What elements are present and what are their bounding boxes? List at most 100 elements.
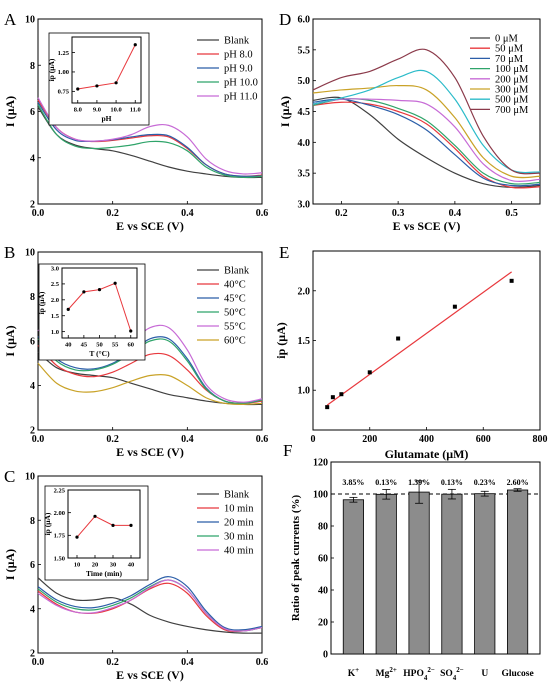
y-tick-label: 3.0 [51, 265, 59, 272]
y-tick-label: 2 [30, 426, 35, 437]
y-axis-label: I (μA) [3, 549, 17, 580]
bar [375, 493, 397, 655]
legend-entry: 45°C [224, 294, 246, 305]
panel-A: 0.0 0.2 0.4 0.6 2 4 6 8 10 E vs SCE (V) I (μA) Blan… [3, 10, 268, 233]
inset-frame [38, 263, 146, 361]
legend-entry: 60°C [224, 336, 246, 347]
x-tick-label: 0.4 [181, 434, 194, 445]
y-tick-label: 8 [30, 516, 35, 527]
x-axis-label: T (°C) [89, 349, 110, 358]
x-tick-label: 0.4 [449, 208, 462, 219]
panel-letter: E [279, 243, 289, 262]
panel-D: 0.2 0.3 0.4 0.5 3.0 3.5 4.0 4.5 5.0 5.5 6.0 E vs SC… [278, 10, 541, 233]
legend-entry: Blank [224, 36, 250, 47]
panel-C: 0.0 0.2 0.4 0.6 2 4 6 8 10 E vs SCE (V) I (μA) Blan… [3, 467, 268, 682]
series-line [312, 98, 541, 183]
plot-frame [67, 489, 141, 559]
rsd-label: 0.13% [375, 478, 397, 487]
y-tick-label: 1.50 [54, 555, 65, 562]
y-tick-label: 1.00 [58, 69, 69, 76]
x-axis-label: Glutamate (μM) [385, 447, 469, 461]
panel-letter: C [4, 467, 15, 486]
y-tick-label: 5.0 [298, 76, 311, 87]
x-tick-label: 0.2 [106, 657, 119, 668]
y-tick-label: 2 [30, 200, 35, 211]
legend-entry: Blank [224, 490, 250, 501]
y-tick-label: 1.25 [58, 50, 70, 57]
x-axis-label: Time (min) [86, 569, 122, 578]
x-tick-label: 0.2 [106, 208, 119, 219]
series-line [37, 104, 263, 179]
x-tick-label: 0.5 [505, 208, 518, 219]
y-tick-label: 0 [323, 650, 328, 661]
legend-entry: 200 μM [495, 74, 529, 85]
y-tick-label: 100 [313, 490, 328, 501]
legend-entry: 700 μM [495, 105, 529, 116]
panel-F: 0 20 40 60 80 100 120 Ratio of peak currents (%… [283, 441, 541, 682]
x-tick-label: 0.0 [32, 208, 45, 219]
x-tick-label: 0.0 [32, 657, 45, 668]
inset-point [95, 84, 99, 88]
inset-line [76, 515, 131, 538]
panel-E: 0 200 400 600 800 1.0 1.5 2.0 Glutamate (μM) ip (… [274, 243, 548, 461]
x-tick-label: 600 [476, 434, 491, 445]
rsd-label: 2.60% [507, 478, 529, 487]
category-label: Mg2+ [376, 666, 397, 679]
series-line [37, 362, 263, 406]
inset-point [111, 523, 115, 527]
series-line [37, 338, 263, 404]
y-tick-label: 20 [318, 618, 328, 629]
x-tick-label: 60 [128, 342, 135, 349]
y-tick-label: 1.0 [298, 386, 311, 397]
series-line [312, 98, 541, 187]
y-tick-label: 6 [30, 107, 35, 118]
data-point [367, 370, 372, 375]
x-axis-label: E vs SCE (V) [116, 219, 184, 233]
y-tick-label: 4 [30, 381, 35, 392]
category-label: SO42− [440, 666, 464, 682]
legend-entry: 30 min [224, 532, 254, 543]
y-axis-label: I (μA) [278, 96, 292, 127]
x-tick-label: 0.4 [181, 657, 194, 668]
category-label: HPO42− [403, 666, 435, 682]
x-tick-label: 0 [311, 434, 316, 445]
legend-entry: 55°C [224, 322, 246, 333]
y-axis-label: Ratio of peak currents (%) [290, 495, 302, 622]
y-tick-label: 1.5 [51, 313, 60, 320]
y-axis-label: ip (μA) [43, 512, 52, 535]
y-tick-label: 2.25 [54, 487, 66, 494]
y-tick-label: 6 [30, 560, 35, 571]
data-point [452, 304, 457, 309]
legend-entry: pH 9.0 [224, 64, 253, 75]
legend-entry: 500 μM [495, 95, 529, 106]
y-tick-label: 2 [30, 649, 35, 660]
legend-entry: 10 min [224, 504, 254, 515]
y-tick-label: 10 [25, 15, 35, 26]
series-line [37, 106, 263, 179]
inset-frame [48, 32, 150, 126]
x-tick-label: 9.0 [93, 107, 101, 114]
x-tick-label: 45 [81, 342, 88, 349]
rsd-label: 3.85% [342, 478, 364, 487]
legend-entry: 20 min [224, 518, 254, 529]
data-point [330, 395, 335, 400]
x-tick-label: 0.4 [181, 208, 194, 219]
bar [441, 493, 463, 655]
x-tick-label: 55 [112, 342, 119, 349]
x-tick-label: 0.6 [256, 434, 269, 445]
y-axis-label: I (μA) [3, 96, 17, 127]
x-tick-label: 400 [419, 434, 434, 445]
y-tick-label: 2.00 [54, 510, 65, 517]
panel-letter: B [4, 243, 15, 262]
y-tick-label: 2.0 [298, 286, 311, 297]
x-axis-label: E vs SCE (V) [116, 445, 184, 459]
inset-point [129, 329, 133, 333]
category-label: K+ [348, 666, 359, 679]
legend-entry: 100 μM [495, 64, 529, 75]
inset-point [114, 81, 118, 85]
x-axis-label: pH [101, 114, 111, 123]
series-line [312, 96, 541, 188]
x-tick-label: 0.3 [392, 208, 405, 219]
rsd-label: 0.23% [474, 478, 496, 487]
category-label: Glucose [501, 669, 533, 679]
